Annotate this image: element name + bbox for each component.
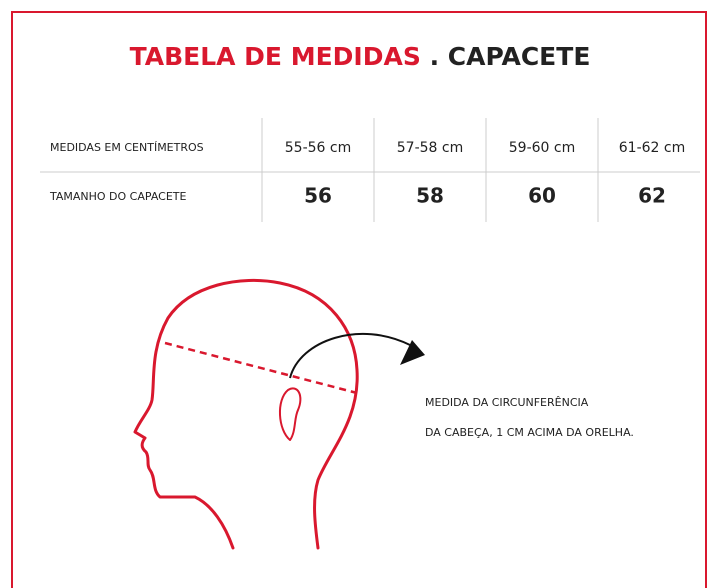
arrow [289,332,411,379]
note-line: MEDIDA DA CIRCUNFERÊNCIA [425,396,589,409]
title: TABELA DE MEDIDAS . CAPACETE [130,42,591,71]
measure-line [164,341,358,395]
head-outline [133,278,359,550]
head-illustration [133,278,359,550]
ear [279,387,302,441]
title-highlight: TABELA DE MEDIDAS [130,42,421,71]
measure-cell: 57-58 cm [397,140,463,156]
size-cell: 56 [304,184,332,208]
measure-cell: 61-62 cm [619,140,685,156]
measure-cell: 59-60 cm [509,140,575,156]
table: MEDIDAS EM CENTÍMETROS 55-56 cm 57-58 cm 59… [40,118,700,222]
frame [11,11,707,588]
size-cell: 58 [416,184,444,208]
title-rest: . CAPACETE [430,42,591,71]
measure-cell: 55-56 cm [285,140,351,156]
arrow-head [400,340,425,365]
size-cell: 62 [638,184,666,208]
row-label: MEDIDAS EM CENTÍMETROS [50,141,204,154]
size-cell: 60 [528,184,556,208]
note-line: DA CABEÇA, 1 CM ACIMA DA ORELHA. [425,426,634,439]
row-label: TAMANHO DO CAPACETE [49,190,187,203]
